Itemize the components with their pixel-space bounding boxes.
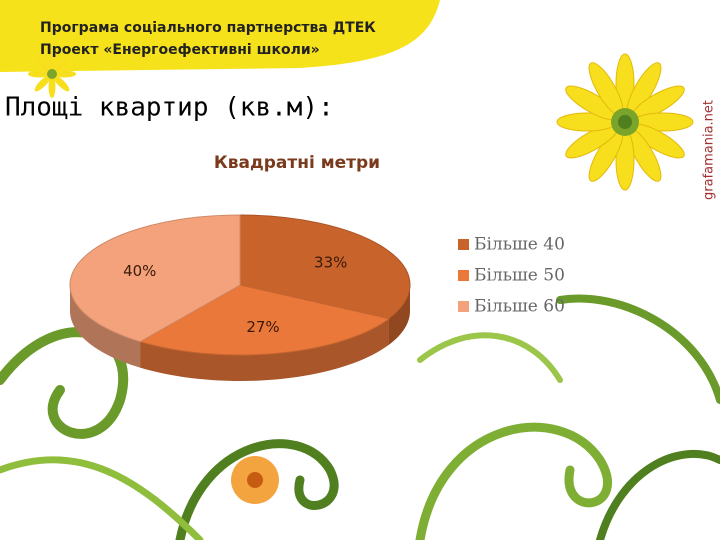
- legend-label: Більше 40: [474, 235, 565, 255]
- legend-swatch: [458, 239, 469, 250]
- legend-swatch: [458, 270, 469, 281]
- decoration: [0, 294, 720, 540]
- data-label: 27%: [246, 318, 279, 336]
- pie-slice: [239, 214, 411, 320]
- chart-title: Квадратні метри: [214, 153, 380, 173]
- watermark: grafamania.net: [702, 100, 717, 200]
- header-band: [0, 0, 440, 72]
- data-label: 40%: [123, 262, 156, 280]
- pie-slice-side: [140, 318, 389, 381]
- header-line: Програма соціального партнерства ДТЕК: [40, 20, 376, 36]
- flower-orange-center: [247, 472, 263, 488]
- flower-small: [28, 50, 76, 98]
- flower-large: [556, 53, 694, 191]
- pie-slice-side: [70, 285, 141, 368]
- header-line: Проект «Енергоефективні школи»: [40, 42, 320, 58]
- pie-slice-side: [388, 285, 410, 345]
- legend-swatch: [458, 301, 469, 312]
- pie-slice: [69, 214, 241, 343]
- legend-label: Більше 50: [474, 266, 565, 286]
- legend-label: Більше 60: [474, 297, 565, 317]
- data-label: 33%: [314, 253, 347, 271]
- pie-slice: [138, 284, 391, 356]
- slide-title: Площі квартир (кв.м):: [5, 93, 334, 123]
